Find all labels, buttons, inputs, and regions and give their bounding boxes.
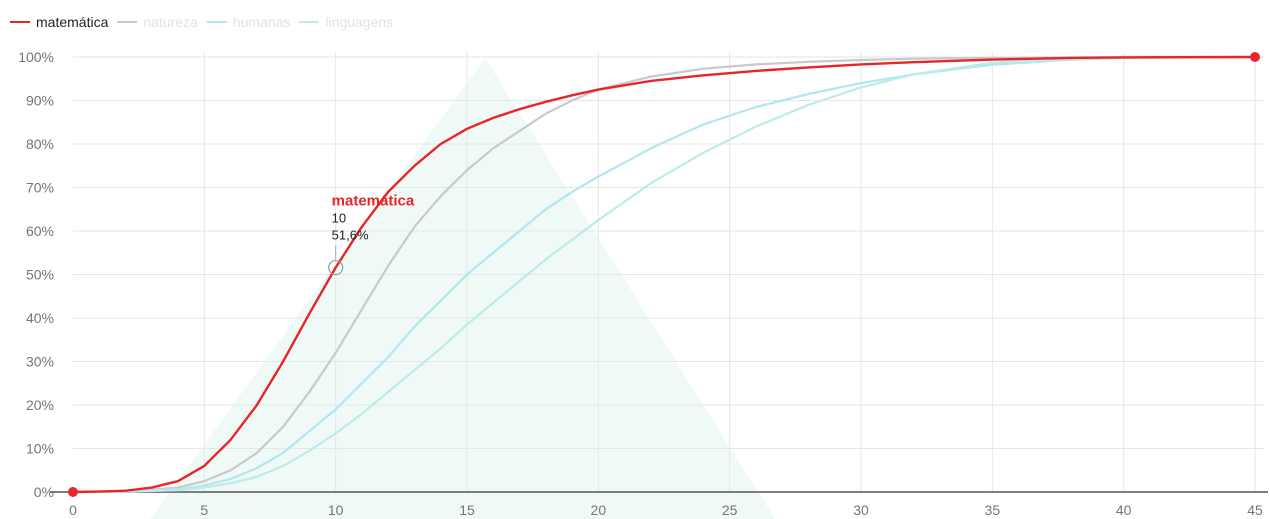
y-tick-label: 0% bbox=[34, 484, 54, 500]
legend-label: natureza bbox=[143, 14, 198, 30]
x-tick-label: 30 bbox=[853, 502, 869, 518]
y-tick-label: 80% bbox=[26, 136, 54, 152]
legend-item-natureza[interactable]: natureza bbox=[117, 14, 198, 30]
background-watermark-triangle bbox=[150, 58, 775, 519]
y-tick-label: 40% bbox=[26, 310, 54, 326]
y-tick-label: 100% bbox=[18, 49, 54, 65]
legend-label: matemática bbox=[36, 14, 109, 30]
y-tick-label: 30% bbox=[26, 354, 54, 370]
legend-swatch bbox=[117, 21, 138, 23]
series-end-marker[interactable] bbox=[1250, 52, 1260, 62]
y-tick-label: 50% bbox=[26, 267, 54, 283]
tooltip-x-value: 10 bbox=[332, 211, 346, 226]
tooltip-series-name: matemática bbox=[332, 193, 415, 210]
legend-swatch bbox=[10, 21, 30, 23]
series-line-natureza[interactable] bbox=[72, 55, 1255, 494]
legend: matemática natureza humanas linguagens bbox=[10, 12, 402, 32]
legend-label: linguagens bbox=[325, 14, 394, 30]
y-tick-label: 10% bbox=[26, 441, 54, 457]
series-line-matemática[interactable] bbox=[72, 55, 1256, 494]
x-tick-label: 45 bbox=[1247, 502, 1263, 518]
x-tick-label: 15 bbox=[459, 502, 475, 518]
series-lines bbox=[72, 55, 1256, 494]
legend-item-humanas[interactable]: humanas bbox=[206, 14, 291, 30]
x-tick-label: 10 bbox=[328, 502, 344, 518]
x-tick-label: 5 bbox=[200, 502, 208, 518]
y-tick-label: 70% bbox=[26, 180, 54, 196]
series-markers bbox=[68, 52, 1260, 497]
y-tick-label: 60% bbox=[26, 223, 54, 239]
x-tick-label: 35 bbox=[985, 502, 1001, 518]
series-end-marker[interactable] bbox=[68, 487, 78, 497]
y-tick-label: 90% bbox=[26, 93, 54, 109]
series-line-linguagens[interactable] bbox=[72, 55, 1256, 494]
y-tick-label: 20% bbox=[26, 397, 54, 413]
legend-item-matemática[interactable]: matemática bbox=[10, 14, 108, 30]
x-tick-label: 25 bbox=[722, 502, 738, 518]
legend-swatch bbox=[206, 21, 227, 23]
gridlines bbox=[73, 52, 1265, 493]
legend-swatch bbox=[299, 21, 320, 23]
tooltip-y-value: 51,6% bbox=[332, 228, 369, 243]
x-tick-label: 0 bbox=[69, 502, 77, 518]
hover-point-ring[interactable] bbox=[328, 259, 344, 276]
legend-item-linguagens[interactable]: linguagens bbox=[299, 14, 393, 30]
series-line-humanas[interactable] bbox=[72, 55, 1256, 494]
axis-ticks: 0% 10% 20% 30% 40% 50% 60% 70% 80% 90% 100% 0 5 10 15 2… bbox=[18, 49, 1268, 518]
legend-label: humanas bbox=[232, 14, 291, 30]
x-tick-label: 40 bbox=[1116, 502, 1132, 518]
x-tick-label: 20 bbox=[591, 502, 607, 518]
